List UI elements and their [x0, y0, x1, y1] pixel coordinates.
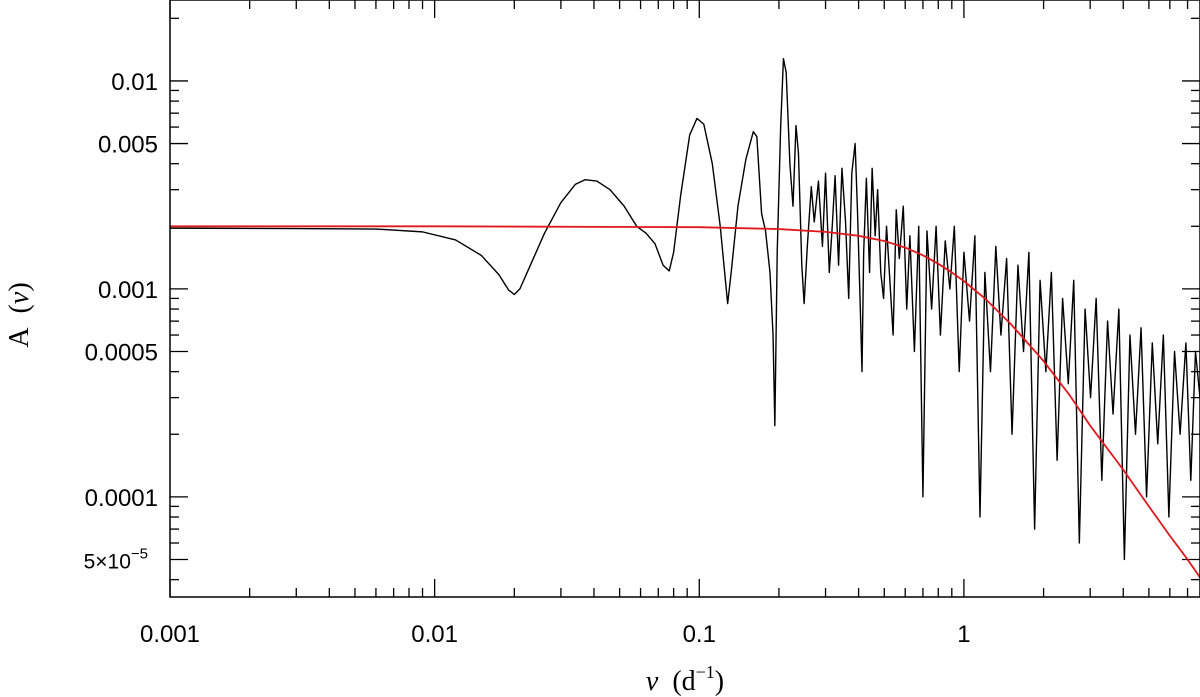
- axis-ticks: [169, 0, 1200, 597]
- y-tick-label: 5×10−5: [84, 545, 148, 573]
- y-tick-label: 0.005: [98, 132, 158, 159]
- x-tick-label: 0.1: [683, 621, 716, 648]
- x-tick-label: 1: [957, 621, 970, 648]
- model-fit-line: [170, 225, 1200, 578]
- tick-labels: 0.001 0.01 0.1 1 0.01 0.005 0.001 0.0005 0.0001 5…: [84, 69, 971, 648]
- x-tick-label: 0.001: [140, 621, 200, 648]
- plot-frame: [169, 0, 1200, 598]
- y-tick-label: 0.0005: [85, 340, 158, 367]
- y-tick-label: 0.001: [98, 277, 158, 304]
- y-tick-label: 0.0001: [85, 485, 158, 512]
- x-tick-label: 0.01: [411, 621, 458, 648]
- x-axis-label: ν (d−1): [646, 662, 724, 697]
- spectrum-line: [170, 57, 1200, 561]
- data-series: [170, 57, 1200, 578]
- y-axis-label: A(ν): [4, 282, 35, 347]
- y-tick-label: 0.01: [111, 69, 158, 96]
